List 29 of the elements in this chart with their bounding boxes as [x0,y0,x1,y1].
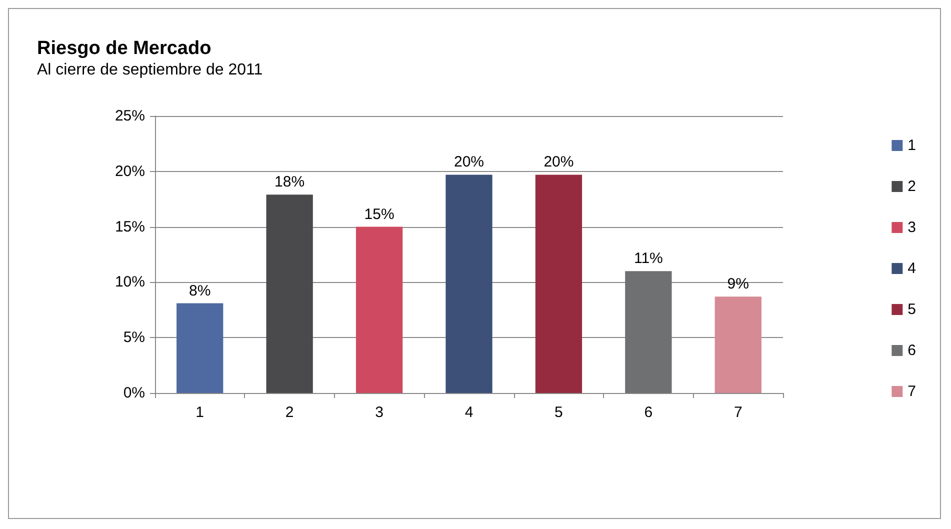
legend-label: 2 [908,178,916,195]
y-tick-label: 10% [114,274,145,291]
x-tick-label: 2 [285,404,294,421]
data-label: 20% [544,154,574,171]
y-tick-label: 20% [114,162,145,180]
data-label: 20% [454,154,484,171]
y-tick-label: 25% [114,108,145,124]
y-tick-label: 0% [123,384,145,402]
x-tick-label: 7 [734,404,742,421]
legend-label: 3 [908,219,916,236]
data-label: 8% [189,282,211,300]
legend-label: 6 [908,342,916,359]
data-label: 11% [634,250,663,268]
data-label: 9% [727,276,749,293]
data-label: 18% [274,174,305,191]
x-tick-label: 5 [554,404,563,421]
data-label: 15% [364,206,394,223]
x-tick-label: 1 [196,404,204,421]
y-tick-label: 15% [114,218,145,236]
x-tick-label: 6 [644,404,653,421]
legend-label: 7 [908,383,916,400]
chart-title: Riesgo de Mercado [37,38,212,59]
chart-subtitle: Al cierre de septiembre de 2011 [37,62,263,78]
legend-label: 1 [908,137,916,154]
y-tick-label: 5% [123,329,145,346]
legend-label: 4 [908,260,916,277]
legend-label: 5 [908,301,916,318]
x-tick-label: 4 [464,404,474,421]
x-tick-label: 3 [375,404,384,421]
